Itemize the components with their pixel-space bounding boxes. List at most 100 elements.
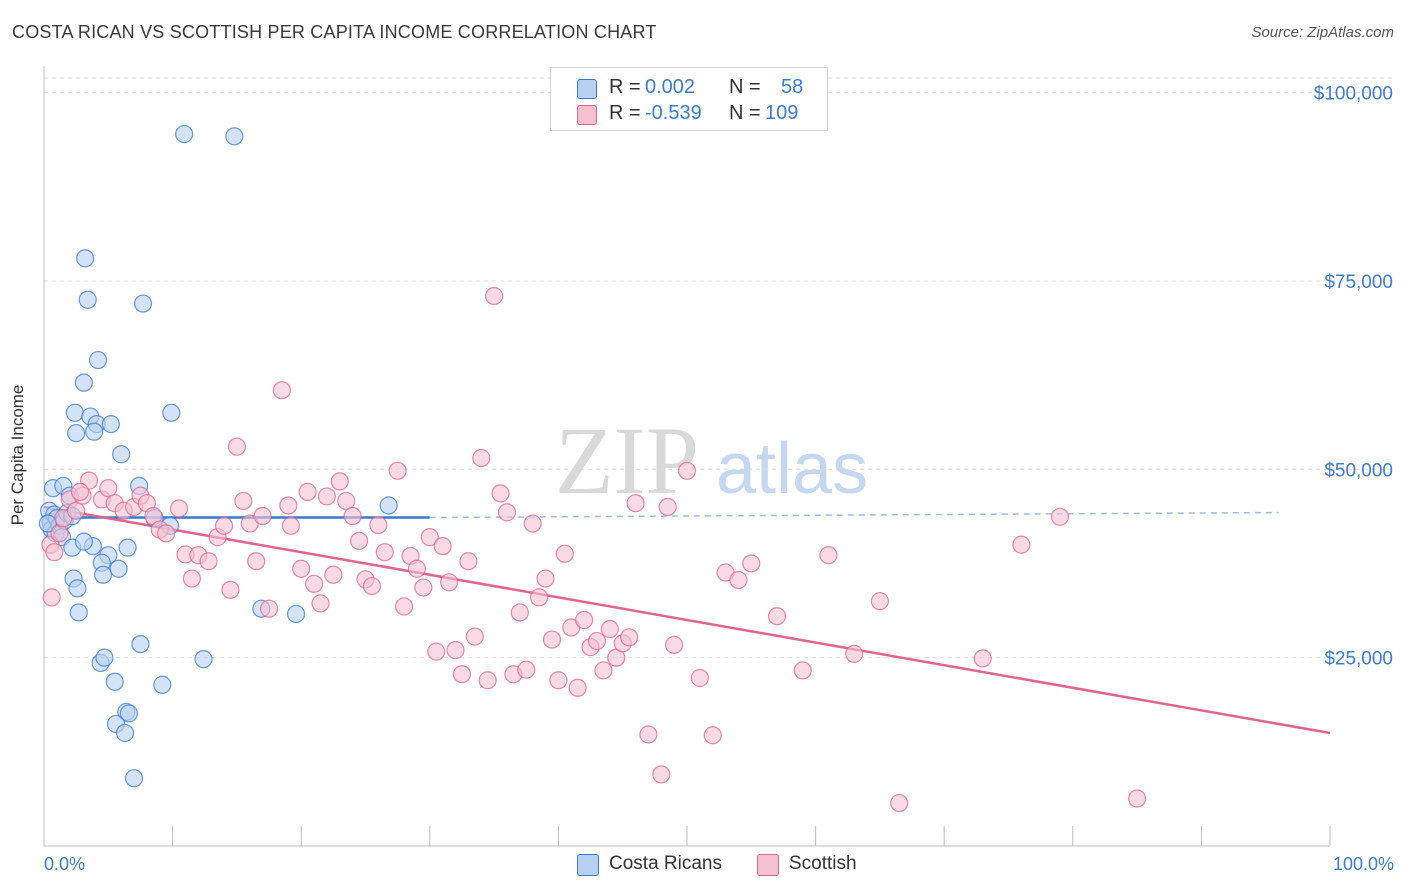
point-costa-ricans — [88, 350, 108, 370]
point-scottish — [227, 437, 246, 456]
legend-n-label: N = — [729, 102, 761, 124]
point-costa-ricans — [115, 723, 135, 743]
legend-swatch-blue — [577, 79, 597, 99]
point-costa-ricans — [67, 424, 86, 443]
point-scottish — [478, 671, 497, 690]
point-scottish — [182, 569, 201, 588]
point-scottish — [369, 515, 388, 535]
legend-n-label: N = — [729, 76, 761, 98]
point-costa-ricans — [105, 672, 124, 691]
point-costa-ricans — [109, 559, 128, 578]
point-scottish — [594, 661, 613, 680]
point-costa-ricans — [131, 634, 150, 654]
point-scottish — [973, 649, 992, 668]
point-scottish — [394, 597, 414, 616]
point-scottish — [452, 665, 472, 684]
legend-r-value: -0.539 — [645, 102, 702, 124]
legend-r-label: R = — [609, 102, 641, 124]
point-scottish — [459, 552, 478, 571]
point-scottish — [221, 580, 240, 599]
point-scottish — [214, 516, 234, 535]
point-scottish — [555, 544, 574, 563]
point-scottish — [767, 607, 787, 626]
point-scottish — [298, 482, 317, 502]
chart-title: COSTA RICAN VS SCOTTISH PER CAPITA INCOM… — [12, 22, 657, 42]
point-scottish — [549, 671, 568, 690]
point-scottish — [169, 499, 189, 518]
point-costa-ricans — [175, 124, 194, 144]
point-scottish — [491, 484, 510, 503]
point-scottish — [819, 546, 838, 565]
point-scottish — [536, 569, 555, 588]
point-costa-ricans — [85, 422, 104, 441]
point-scottish — [870, 592, 890, 611]
point-costa-ricans — [124, 769, 144, 788]
legend-label: Scottish — [789, 853, 857, 874]
watermark-zip: ZIP — [555, 407, 699, 514]
point-scottish — [433, 537, 452, 556]
point-costa-ricans — [286, 604, 306, 624]
source-label: Source: ZipAtlas.com — [1251, 24, 1394, 41]
point-scottish — [45, 543, 64, 562]
point-scottish — [472, 448, 491, 468]
legend-r-label: R = — [609, 76, 641, 98]
point-scottish — [845, 644, 864, 663]
point-scottish — [568, 678, 587, 697]
point-scottish — [67, 501, 86, 520]
point-scottish — [639, 725, 658, 744]
point-scottish — [420, 528, 439, 547]
legend-swatch-pink — [757, 854, 779, 876]
point-scottish — [259, 599, 279, 618]
point-scottish — [388, 461, 407, 480]
point-scottish — [542, 630, 562, 649]
point-scottish — [234, 491, 253, 511]
point-costa-ricans — [119, 704, 138, 723]
y-tick-label: $75,000 — [1324, 272, 1393, 293]
point-scottish — [362, 576, 382, 596]
point-scottish — [50, 524, 69, 543]
point-scottish — [465, 627, 484, 646]
point-scottish — [343, 506, 362, 526]
point-scottish — [324, 565, 343, 584]
point-costa-ricans — [194, 650, 213, 669]
point-costa-ricans — [162, 403, 181, 422]
point-costa-ricans — [379, 496, 398, 515]
point-scottish — [272, 381, 292, 400]
point-scottish — [439, 573, 459, 592]
point-scottish — [626, 494, 645, 513]
point-scottish — [330, 472, 349, 491]
point-costa-ricans — [78, 290, 97, 309]
point-scottish — [1012, 535, 1031, 554]
point-costa-ricans — [112, 445, 131, 464]
point-costa-ricans — [74, 532, 93, 551]
point-scottish — [407, 559, 427, 578]
point-scottish — [485, 286, 504, 306]
point-costa-ricans — [74, 373, 93, 392]
point-scottish — [729, 570, 748, 590]
point-scottish — [317, 487, 337, 506]
point-scottish — [349, 531, 369, 550]
point-scottish — [279, 496, 298, 515]
point-scottish — [253, 506, 272, 526]
point-scottish — [375, 543, 394, 562]
x-tick-label: 100.0% — [1333, 854, 1394, 874]
point-scottish — [311, 594, 330, 613]
point-scottish — [157, 524, 176, 543]
legend-swatch-pink — [577, 105, 597, 125]
trendline-scottish — [43, 505, 1331, 735]
point-scottish — [510, 603, 529, 622]
legend-label: Costa Ricans — [609, 853, 722, 874]
point-costa-ricans — [153, 675, 172, 694]
point-scottish — [281, 516, 301, 535]
trendline-costa-ricans-extension — [429, 511, 1279, 519]
correlation-legend: R = 0.002 N = 58 R = -0.539 N = 109 — [550, 67, 828, 131]
point-scottish — [530, 588, 549, 607]
point-scottish — [793, 661, 812, 680]
point-scottish — [677, 461, 697, 480]
point-scottish — [890, 793, 909, 813]
legend-r-value: 0.002 — [645, 76, 696, 98]
point-scottish — [304, 574, 324, 593]
point-scottish — [600, 619, 619, 639]
point-costa-ricans — [68, 579, 87, 598]
